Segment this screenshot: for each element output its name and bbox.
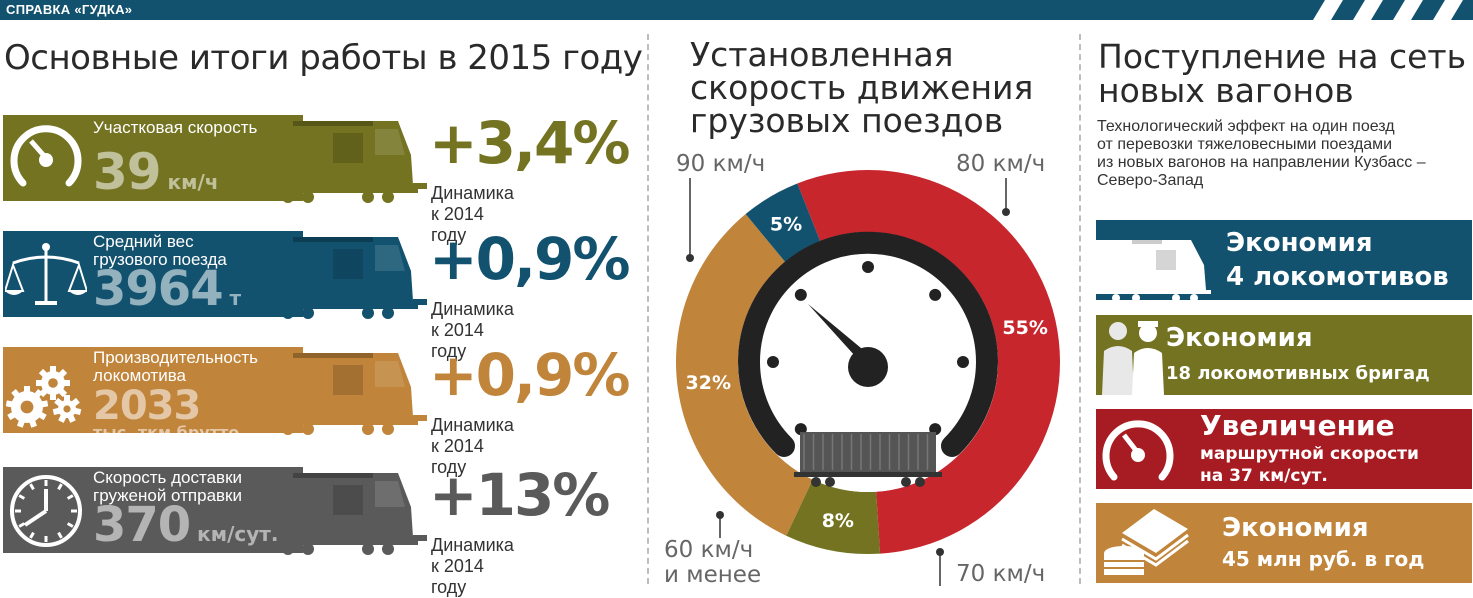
locomotive-band [3,115,427,203]
stat-dynamics: Динамика к 2014 году [431,183,514,245]
effect-detail: маршрутной скорости на 37 км/сут. [1200,444,1419,486]
effect-detail: 4 локомотивов [1226,262,1449,292]
donut-slice [786,479,881,554]
donut-slice [745,183,821,262]
effect-box: Экономия 4 локомотивов [1096,220,1472,300]
stat-change: +13% [429,461,610,529]
stat-value-number: 370 [93,497,191,553]
callout-80: 80 км/ч [956,151,1046,177]
right-subtitle: Технологический эффект на один поезд от … [1097,118,1426,189]
scales-icon [5,243,87,305]
stat-value: 39 км/ч [93,143,219,201]
effect-title: Экономия [1222,513,1369,543]
effect-box: Экономия 18 локомотивных бригад [1096,315,1472,395]
effect-title: Увеличение [1200,409,1395,442]
stat-change: +0,9% [429,341,630,409]
donut-slice [676,214,813,536]
effect-title: Экономия [1226,228,1373,258]
stat-unit: тыс. ткм брутто [93,423,240,442]
slice-label: 55% [1002,317,1047,339]
stat-change: +0,9% [429,225,630,293]
stat-unit: км/ч [160,170,219,194]
stat-row: Участковая скорость 39 км/ч +3,4% Динамика … [3,109,630,245]
effect-box: Экономия 45 млн руб. в год [1096,503,1472,583]
clock-icon [10,475,82,547]
callout-90: 90 км/ч [676,151,766,177]
effect-title: Экономия [1166,323,1313,353]
effect-detail: 45 млн руб. в год [1222,547,1425,571]
stripes-decoration [1313,0,1463,20]
divider-2 [1079,34,1081,584]
header-tag: СПРАВКА «ГУДКА» [6,2,133,17]
stat-row: Средний вес грузового поезда 3964 т +0,9% Д… [3,225,630,361]
gears-icon [5,366,82,428]
stat-change: +3,4% [429,109,630,177]
right-title: Поступление на сеть новых вагонов [1098,37,1467,110]
speed-donut-chart: 55% 8% 32% 5% [655,150,1075,588]
stat-dynamics: Динамика к 2014 году [431,299,514,361]
locomotive-band [3,467,427,555]
stat-label: Скорость доставки груженой отправки [93,468,243,505]
stat-label: Средний вес грузового поезда [93,232,227,269]
stat-value: 2033 тыс. ткм брутто [93,383,239,442]
locomotive-icon [1096,240,1211,300]
money-icon [1104,509,1189,575]
header-bar: СПРАВКА «ГУДКА» [0,0,1473,20]
speedometer-icon [1102,420,1174,481]
effect-box: Увеличение маршрутной скорости на 37 км/с… [1096,409,1472,489]
stat-label: Участковая скорость [93,118,258,137]
speedometer-icon [738,231,998,487]
callout-60: 60 км/ч и менее [664,537,762,588]
divider-1 [647,34,649,584]
donut-slice [797,169,1060,554]
stat-unit: т [222,286,242,310]
slice-label: 8% [822,510,854,532]
stat-value-number: 3964 [93,261,224,317]
stat-value: 3964 т [93,261,241,317]
stat-row: Производительность локомотива 2033 тыс. тк… [3,341,630,477]
slice-label: 32% [686,372,731,394]
effect-detail: 18 локомотивных бригад [1166,363,1430,384]
speedometer-icon [10,125,82,187]
stat-value-number: 39 [93,143,162,201]
stat-row: Скорость доставки груженой отправки 370 к… [3,461,610,597]
stat-dynamics: Динамика к 2014 году [431,415,514,477]
left-title: Основные итоги работы в 2015 году [4,38,643,78]
stat-label: Производительность локомотива [93,348,259,385]
callout-70: 70 км/ч [956,561,1046,587]
stat-value-number: 2033 [93,383,201,429]
slice-label: 5% [770,213,802,235]
crew-icon [1102,321,1164,395]
stat-unit: км/сут. [190,522,279,546]
middle-title: Установленная скорость движения грузовых… [690,35,1034,140]
stat-value: 370 км/сут. [93,497,278,553]
